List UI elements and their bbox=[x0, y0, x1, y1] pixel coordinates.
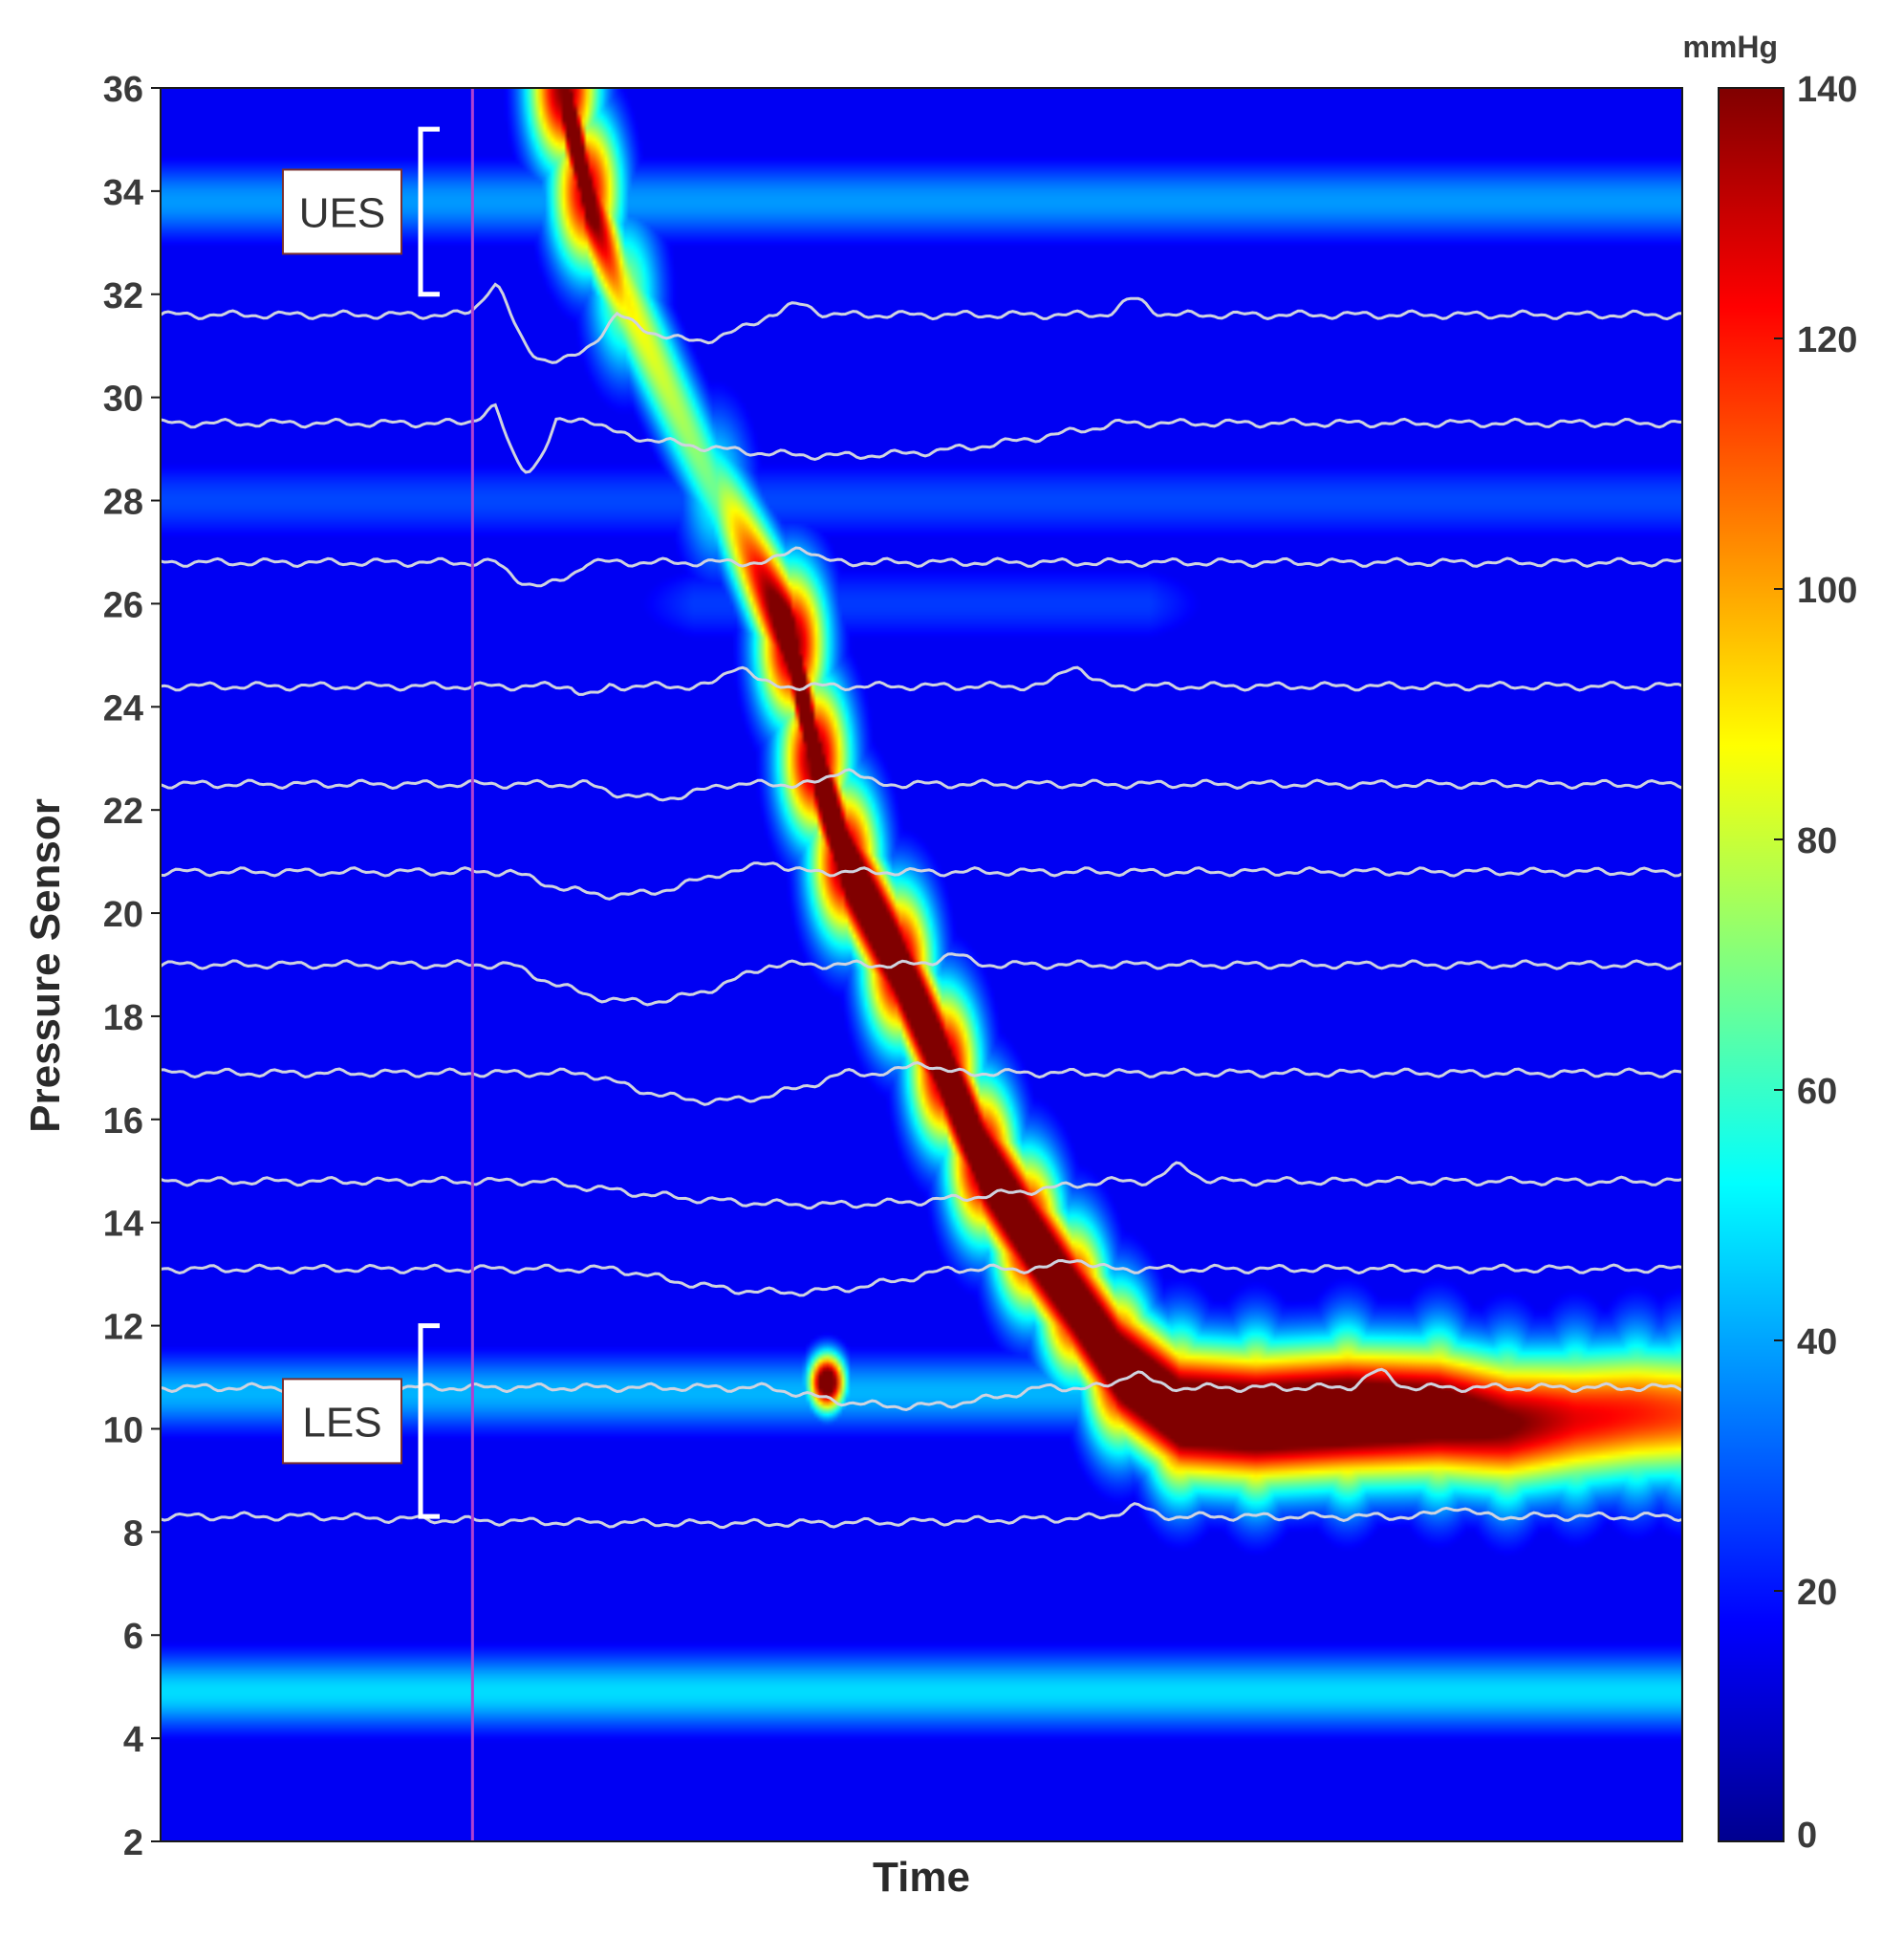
les-label: LES bbox=[302, 1399, 381, 1446]
y-tick-label: 30 bbox=[103, 380, 143, 420]
y-axis-title: Pressure Sensor bbox=[22, 798, 69, 1133]
y-tick-label: 24 bbox=[103, 688, 143, 729]
y-tick-label: 20 bbox=[103, 895, 143, 935]
pressure-trace bbox=[161, 1502, 1682, 1530]
pressure-trace bbox=[161, 282, 1682, 364]
colorbar-tick-label: 100 bbox=[1797, 571, 1857, 611]
y-tick-label: 4 bbox=[123, 1720, 143, 1760]
y-tick-label: 12 bbox=[103, 1308, 143, 1348]
y-tick-label: 8 bbox=[123, 1513, 143, 1554]
les-bracket bbox=[418, 1323, 440, 1519]
colorbar-tick-label: 120 bbox=[1797, 320, 1857, 360]
colorbar-tick-label: 60 bbox=[1797, 1072, 1837, 1112]
pressure-trace bbox=[161, 768, 1682, 802]
pressure-trace bbox=[161, 1061, 1682, 1106]
colorbar-tick-label: 80 bbox=[1797, 821, 1837, 861]
y-tick-label: 2 bbox=[123, 1823, 143, 1863]
pressure-trace bbox=[161, 665, 1682, 696]
pressure-trace bbox=[161, 1258, 1682, 1297]
x-axis-title: Time bbox=[873, 1854, 970, 1901]
ues-bracket bbox=[418, 126, 440, 297]
y-tick-label: 10 bbox=[103, 1410, 143, 1450]
ues-label-box bbox=[282, 168, 402, 255]
pressure-trace bbox=[161, 861, 1682, 901]
ues-label: UES bbox=[299, 189, 385, 236]
pressure-trace bbox=[161, 1367, 1682, 1412]
y-tick-label: 36 bbox=[103, 70, 143, 110]
annotations: UES LES bbox=[282, 126, 440, 1519]
y-tick-label: 34 bbox=[103, 173, 143, 213]
colorbar-gradient bbox=[1718, 87, 1785, 1842]
colorbar-tick-label: 40 bbox=[1797, 1322, 1837, 1362]
colorbar-tick-label: 20 bbox=[1797, 1573, 1837, 1613]
pressure-trace bbox=[161, 1161, 1682, 1210]
plot-frame bbox=[160, 87, 1683, 1842]
pressure-trace bbox=[161, 546, 1682, 588]
y-tick-label: 26 bbox=[103, 585, 143, 625]
y-tick-label: 18 bbox=[103, 998, 143, 1038]
colorbar-tick-label: 0 bbox=[1797, 1816, 1817, 1856]
y-tick-label: 22 bbox=[103, 792, 143, 832]
pressure-trace bbox=[161, 952, 1682, 1007]
y-tick-label: 32 bbox=[103, 276, 143, 316]
y-tick-label: 16 bbox=[103, 1101, 143, 1142]
y-tick-label: 14 bbox=[103, 1205, 143, 1245]
y-tick-label: 6 bbox=[123, 1617, 143, 1657]
y-tick-label: 28 bbox=[103, 483, 143, 523]
pressure-trace bbox=[161, 403, 1682, 474]
colorbar-ticks: 0 20 40 60 80 100 120 140 bbox=[1774, 70, 1857, 1856]
colorbar-tick-label: 140 bbox=[1797, 70, 1857, 110]
colorbar-unit-label: mmHg bbox=[1682, 30, 1778, 64]
pressure-traces bbox=[161, 282, 1682, 1530]
les-label-box bbox=[282, 1378, 402, 1465]
colorbar: 0 20 40 60 80 100 120 140 mmHg bbox=[1682, 30, 1857, 1856]
